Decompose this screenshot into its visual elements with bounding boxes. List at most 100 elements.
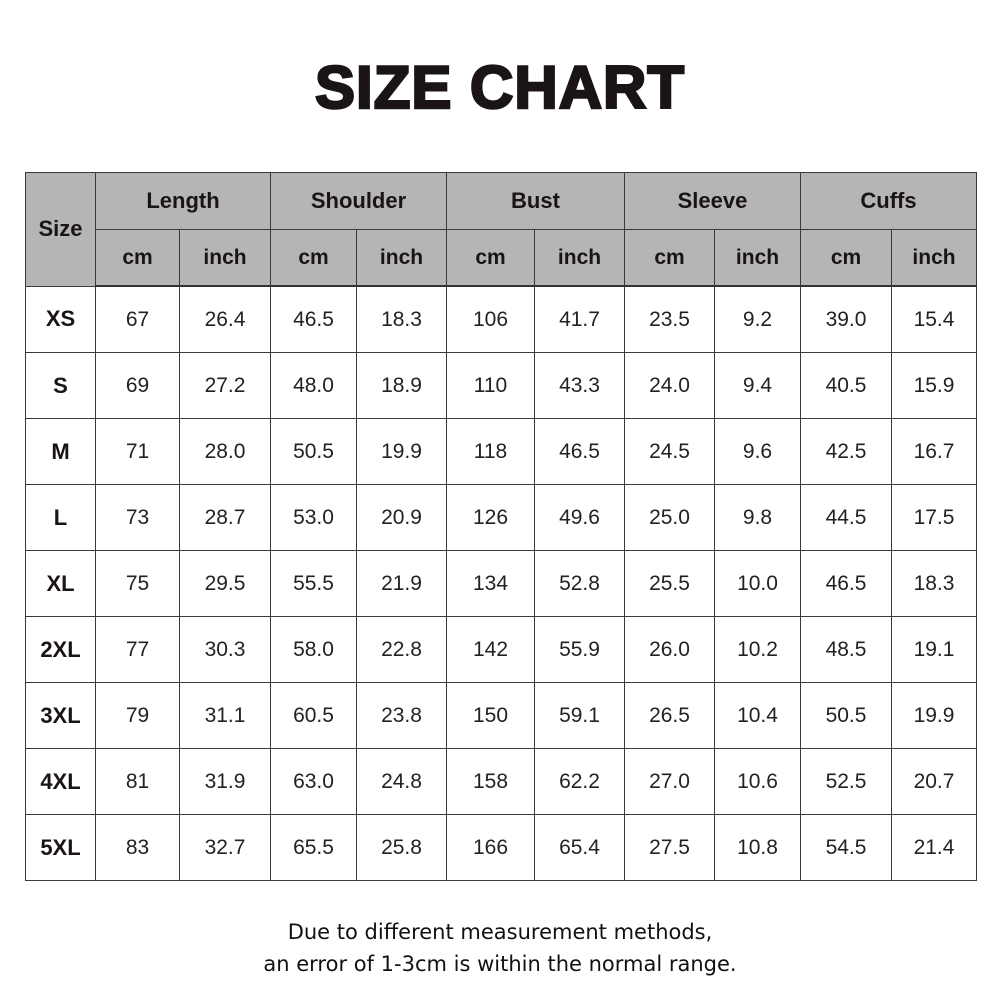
table-cell: 19.1 [891, 616, 977, 683]
table-cell: 126 [446, 484, 535, 551]
table-cell: 9.4 [714, 352, 801, 419]
table-cell: 106 [446, 285, 535, 353]
table-cell: 25.0 [624, 484, 715, 551]
table-cell: 60.5 [270, 682, 357, 749]
table-cell: 118 [446, 418, 535, 485]
table-row: 2XL 77 30.3 58.0 22.8 142 55.9 26.0 10.2 48.5 19.1 [25, 616, 977, 683]
table-cell: 28.7 [179, 484, 271, 551]
table-cell: 142 [446, 616, 535, 683]
unit-header: cm [800, 229, 892, 287]
table-cell: 39.0 [800, 285, 892, 353]
table-cell: 10.2 [714, 616, 801, 683]
table-cell: 27.2 [179, 352, 271, 419]
table-cell: 54.5 [800, 814, 892, 881]
table-cell: 28.0 [179, 418, 271, 485]
group-header-sleeve: Sleeve [624, 172, 801, 230]
table-cell: 46.5 [270, 285, 357, 353]
table-cell: 16.7 [891, 418, 977, 485]
group-header-bust: Bust [446, 172, 625, 230]
table-cell: 22.8 [356, 616, 447, 683]
table-cell: 21.4 [891, 814, 977, 881]
table-cell: 40.5 [800, 352, 892, 419]
table-cell: 71 [95, 418, 180, 485]
table-cell: 18.9 [356, 352, 447, 419]
table-cell: 24.0 [624, 352, 715, 419]
table-cell: 31.1 [179, 682, 271, 749]
unit-header: cm [446, 229, 535, 287]
table-cell: 75 [95, 550, 180, 617]
size-header: Size [25, 172, 96, 287]
table-cell: 79 [95, 682, 180, 749]
table-cell: 29.5 [179, 550, 271, 617]
table-cell: 48.5 [800, 616, 892, 683]
table-cell: 32.7 [179, 814, 271, 881]
table-cell: 23.8 [356, 682, 447, 749]
table-row: XL 75 29.5 55.5 21.9 134 52.8 25.5 10.0 46.5 18.3 [25, 550, 977, 617]
size-chart-table: Size Length Shoulder Bust Sleeve Cuffs cm inc… [25, 172, 977, 881]
table-cell: 48.0 [270, 352, 357, 419]
table-row: L 73 28.7 53.0 20.9 126 49.6 25.0 9.8 44.5 17.5 [25, 484, 977, 551]
table-cell: 158 [446, 748, 535, 815]
table-cell: 53.0 [270, 484, 357, 551]
table-cell: 46.5 [800, 550, 892, 617]
table-cell: 42.5 [800, 418, 892, 485]
table-cell: 49.6 [534, 484, 625, 551]
table-cell: 150 [446, 682, 535, 749]
table-cell: 67 [95, 285, 180, 353]
unit-header: inch [179, 229, 271, 287]
table-cell: 73 [95, 484, 180, 551]
table-cell: 50.5 [270, 418, 357, 485]
group-header-cuffs: Cuffs [800, 172, 977, 230]
table-cell: 17.5 [891, 484, 977, 551]
table-cell: 58.0 [270, 616, 357, 683]
table-cell: 134 [446, 550, 535, 617]
table-row: 3XL 79 31.1 60.5 23.8 150 59.1 26.5 10.4 50.5 19.9 [25, 682, 977, 749]
unit-header: cm [624, 229, 715, 287]
table-cell: 43.3 [534, 352, 625, 419]
table-cell: 31.9 [179, 748, 271, 815]
table-cell: 10.8 [714, 814, 801, 881]
table-cell: 18.3 [356, 285, 447, 353]
table-cell: 21.9 [356, 550, 447, 617]
size-label: XL [25, 550, 96, 617]
table-cell: 10.0 [714, 550, 801, 617]
table-cell: 24.8 [356, 748, 447, 815]
table-cell: 62.2 [534, 748, 625, 815]
table-cell: 52.8 [534, 550, 625, 617]
unit-header: cm [270, 229, 357, 287]
note-line-2: an error of 1-3cm is within the normal r… [263, 952, 737, 976]
table-cell: 110 [446, 352, 535, 419]
table-cell: 9.2 [714, 285, 801, 353]
table-cell: 9.8 [714, 484, 801, 551]
table-cell: 50.5 [800, 682, 892, 749]
table-cell: 59.1 [534, 682, 625, 749]
table-cell: 30.3 [179, 616, 271, 683]
unit-header: inch [891, 229, 977, 287]
unit-header: inch [714, 229, 801, 287]
table-cell: 27.5 [624, 814, 715, 881]
size-label: 3XL [25, 682, 96, 749]
table-cell: 15.9 [891, 352, 977, 419]
table-row: 5XL 83 32.7 65.5 25.8 166 65.4 27.5 10.8 54.5 21.4 [25, 814, 977, 881]
table-cell: 19.9 [891, 682, 977, 749]
table-cell: 23.5 [624, 285, 715, 353]
table-cell: 55.5 [270, 550, 357, 617]
unit-header: inch [356, 229, 447, 287]
table-cell: 10.6 [714, 748, 801, 815]
table-cell: 65.4 [534, 814, 625, 881]
page-title: SIZE CHART [314, 53, 686, 123]
table-cell: 19.9 [356, 418, 447, 485]
group-header-shoulder: Shoulder [270, 172, 447, 230]
table-cell: 15.4 [891, 285, 977, 353]
size-label: XS [25, 285, 96, 353]
table-cell: 25.8 [356, 814, 447, 881]
table-row: 4XL 81 31.9 63.0 24.8 158 62.2 27.0 10.6 52.5 20.7 [25, 748, 977, 815]
table-cell: 26.5 [624, 682, 715, 749]
table-row: S 69 27.2 48.0 18.9 110 43.3 24.0 9.4 40.5 15.9 [25, 352, 977, 419]
unit-header: cm [95, 229, 180, 287]
table-cell: 27.0 [624, 748, 715, 815]
group-header-length: Length [95, 172, 271, 230]
table-cell: 81 [95, 748, 180, 815]
size-label: 4XL [25, 748, 96, 815]
table-cell: 63.0 [270, 748, 357, 815]
